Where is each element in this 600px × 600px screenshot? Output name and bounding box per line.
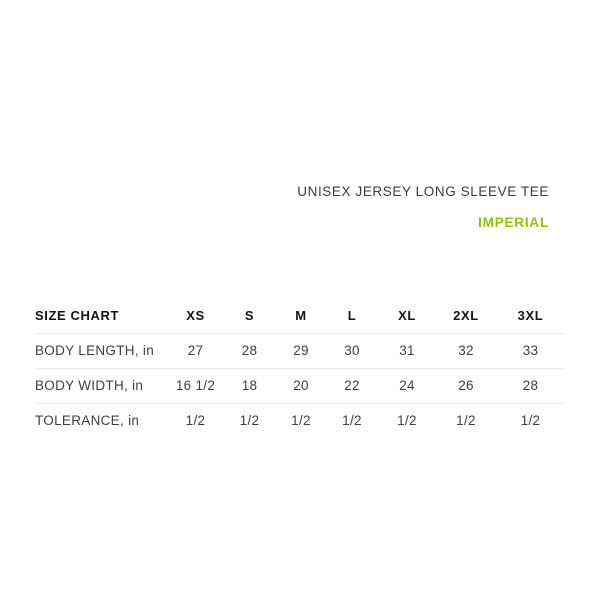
cell-value: 27 <box>187 343 204 358</box>
cell-value: 20 <box>293 378 309 393</box>
column-header-xl: XL <box>398 308 416 324</box>
table-row-tolerance: TOLERANCE, in 1/2 1/2 1/2 1/2 1/2 1/2 1/… <box>35 403 565 438</box>
product-title: UNISEX JERSEY LONG SLEEVE TEE <box>297 184 549 199</box>
cell-value: 31 <box>399 343 415 358</box>
table-row-body-length: BODY LENGTH, in 27 28 29 30 31 32 33 <box>35 333 565 368</box>
column-header-l: L <box>347 308 357 324</box>
cell-value: 28 <box>241 343 258 358</box>
cell-value: 32 <box>458 343 474 358</box>
product-header: UNISEX JERSEY LONG SLEEVE TEE IMPERIAL <box>297 185 549 229</box>
column-header-3xl: 3XL <box>517 308 544 324</box>
cell-value: 30 <box>344 343 360 358</box>
cell-value: 18 <box>241 378 258 393</box>
row-label: BODY WIDTH, in <box>35 378 144 393</box>
cell-value: 1/2 <box>239 413 260 429</box>
size-chart-header-row: SIZE CHART XS S M L XL 2XL 3XL <box>35 299 565 333</box>
column-header-xs: XS <box>186 308 205 324</box>
column-header-2xl: 2XL <box>453 308 479 324</box>
cell-value: 1/2 <box>456 413 476 429</box>
cell-value: 24 <box>399 378 415 393</box>
cell-value: 1/2 <box>342 413 362 429</box>
size-chart: SIZE CHART XS S M L XL 2XL 3XL BODY LENG… <box>35 299 565 438</box>
cell-value: 1/2 <box>185 413 206 429</box>
cell-value: 26 <box>458 378 474 393</box>
row-label: TOLERANCE, in <box>35 413 140 429</box>
row-label: BODY LENGTH, in <box>35 343 155 358</box>
size-chart-table: SIZE CHART XS S M L XL 2XL 3XL BODY LENG… <box>35 299 565 438</box>
table-row-body-width: BODY WIDTH, in 16 1/2 18 20 22 24 26 28 <box>35 368 565 403</box>
cell-value: 1/2 <box>520 413 541 429</box>
column-header-s: S <box>244 308 255 324</box>
cell-value: 1/2 <box>397 413 417 429</box>
cell-value: 28 <box>522 378 539 393</box>
cell-value: 1/2 <box>291 413 311 429</box>
column-header-m: M <box>295 308 307 324</box>
cell-value: 22 <box>344 378 360 393</box>
size-chart-title: SIZE CHART <box>35 308 119 324</box>
cell-value: 29 <box>293 343 309 358</box>
cell-value: 33 <box>522 343 539 358</box>
unit-system-label: IMPERIAL <box>478 214 549 230</box>
cell-value: 16 1/2 <box>175 378 216 393</box>
